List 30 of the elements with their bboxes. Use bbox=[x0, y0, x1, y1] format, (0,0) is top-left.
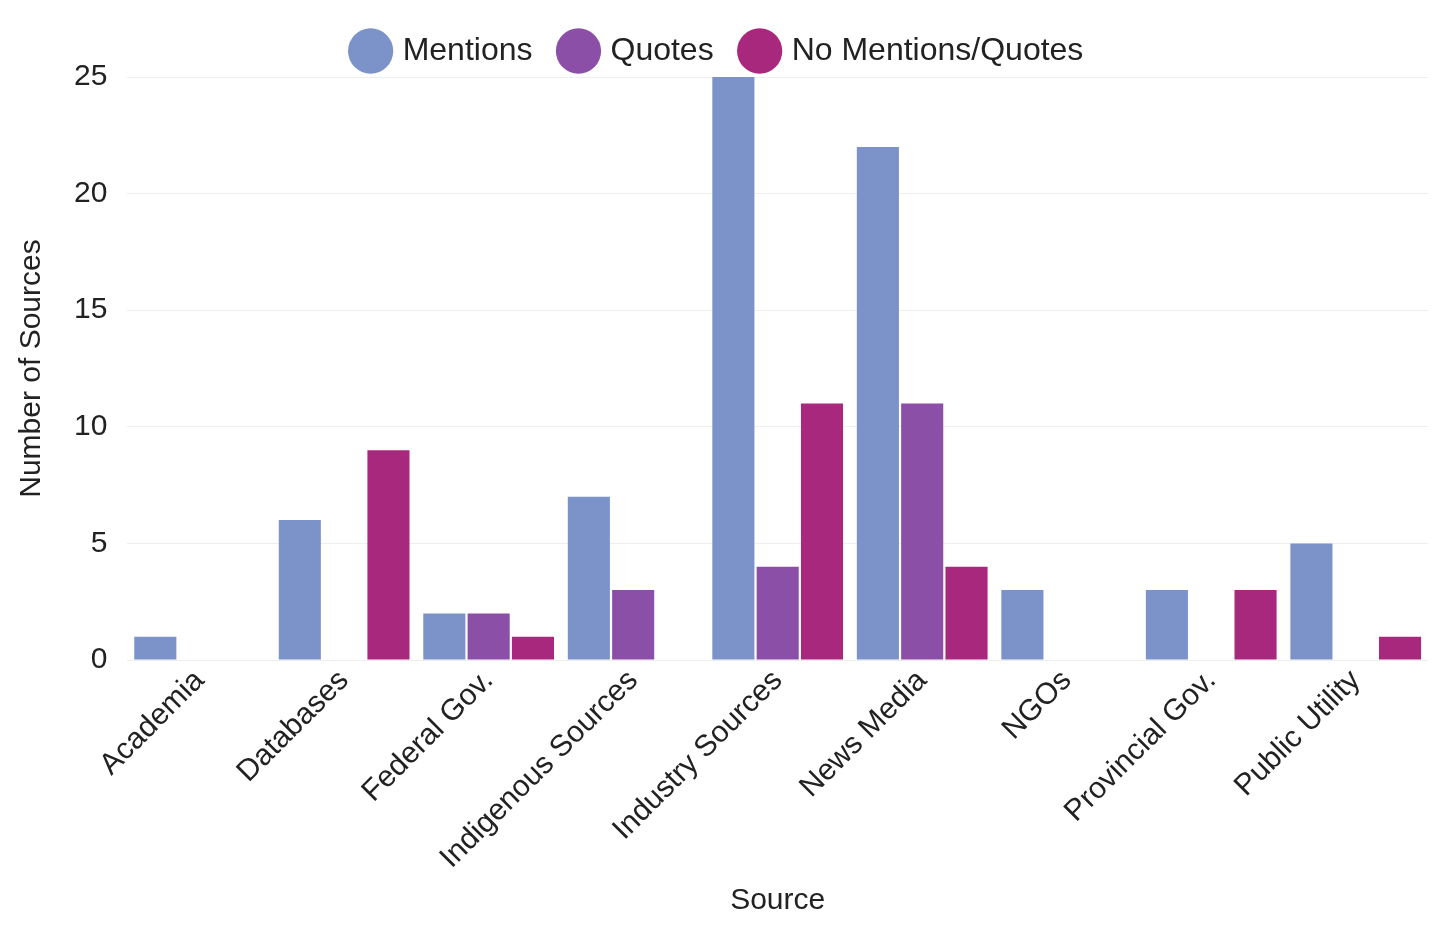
bar bbox=[467, 613, 510, 660]
bar bbox=[134, 636, 177, 660]
x-axis-title: Source bbox=[730, 882, 826, 916]
bar bbox=[856, 146, 899, 660]
bar bbox=[1290, 543, 1333, 660]
bar bbox=[612, 590, 655, 660]
y-axis-title: Number of Sources bbox=[13, 239, 47, 498]
bar bbox=[567, 496, 610, 660]
bar bbox=[945, 566, 988, 660]
y-tick-label: 10 bbox=[73, 408, 108, 442]
y-tick-label: 25 bbox=[73, 58, 108, 92]
bar bbox=[800, 403, 844, 660]
bar bbox=[756, 566, 799, 660]
legend-label: Mentions bbox=[402, 30, 533, 67]
y-tick-label: 0 bbox=[90, 641, 108, 675]
bar bbox=[712, 77, 755, 660]
bar bbox=[1234, 590, 1277, 660]
bar bbox=[511, 636, 555, 660]
y-tick-label: 20 bbox=[73, 174, 108, 208]
y-tick-label: 5 bbox=[90, 524, 108, 558]
legend-label: No Mentions/Quotes bbox=[791, 30, 1084, 67]
bar bbox=[1145, 590, 1188, 660]
bar bbox=[423, 613, 466, 660]
bar bbox=[1001, 590, 1044, 660]
bar bbox=[278, 520, 321, 660]
bar bbox=[367, 450, 410, 660]
bar bbox=[1379, 636, 1422, 660]
legend-label: Quotes bbox=[610, 30, 714, 67]
y-tick-label: 15 bbox=[73, 291, 108, 325]
bar bbox=[901, 403, 944, 660]
